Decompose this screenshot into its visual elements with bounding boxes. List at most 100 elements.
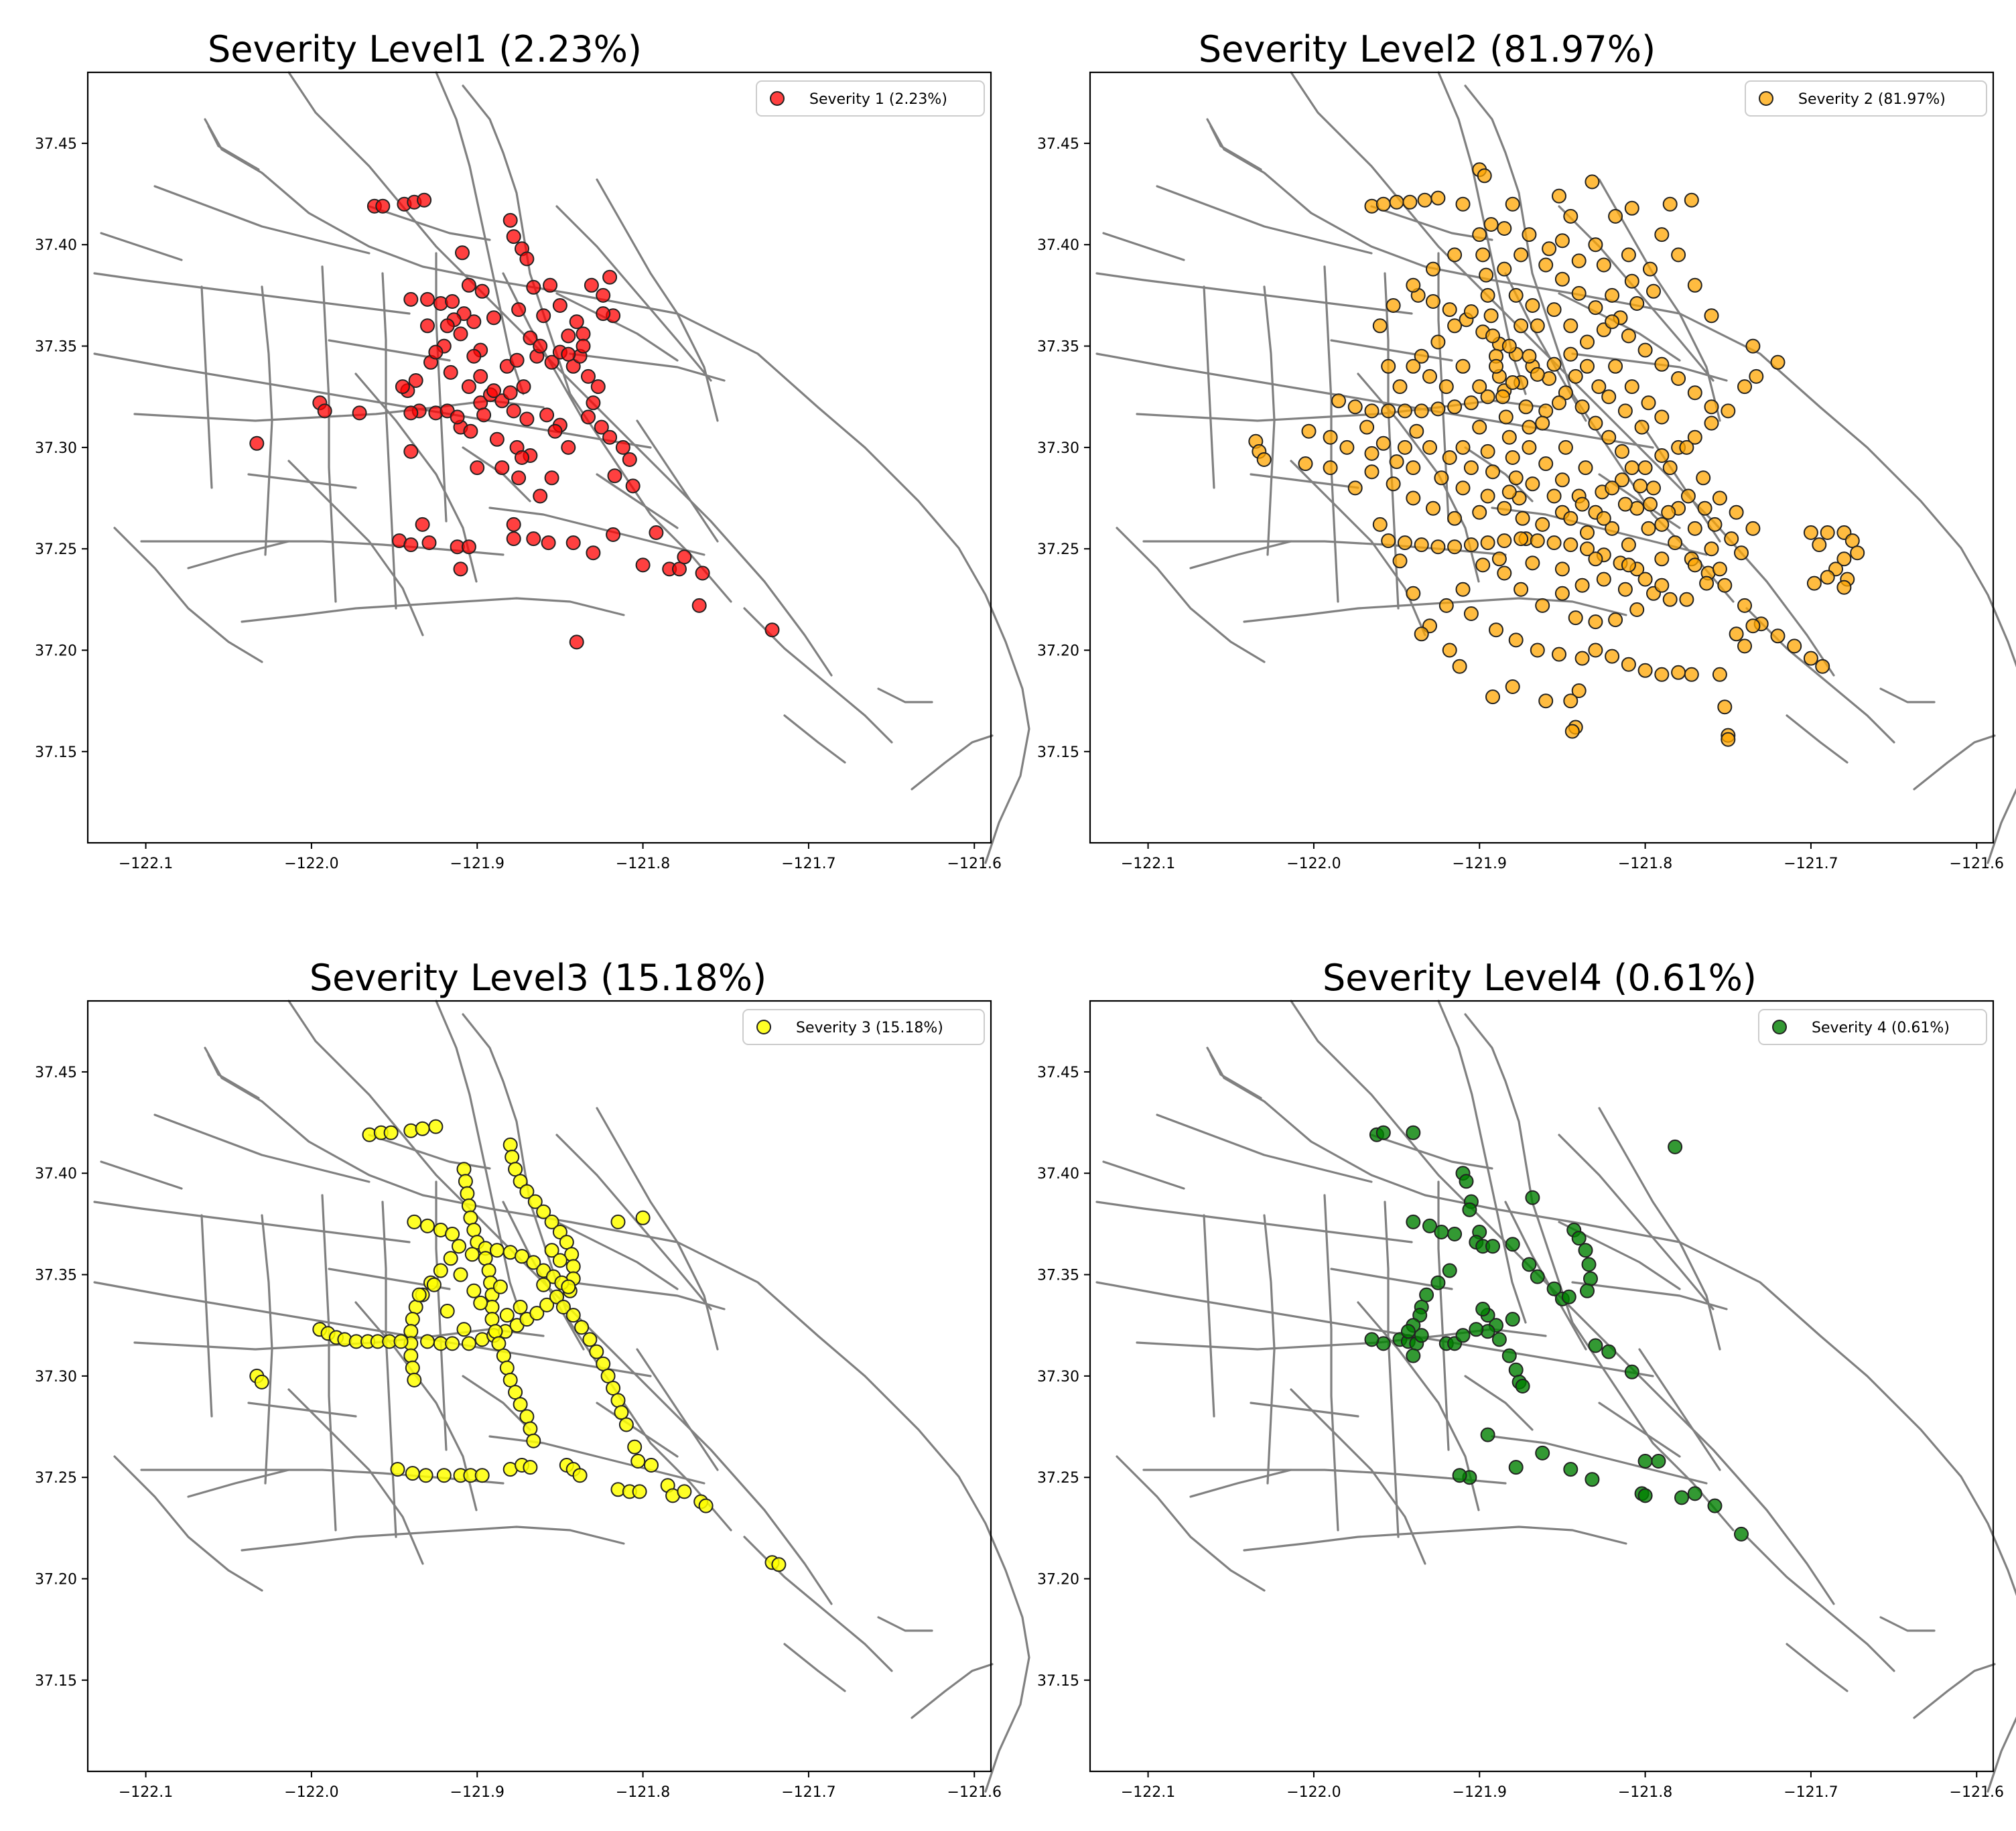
scatter-point	[1442, 302, 1457, 318]
scatter-point	[499, 1360, 515, 1375]
scatter-point	[1637, 1488, 1653, 1503]
scatter-point	[1552, 647, 1566, 662]
scatter-point	[607, 468, 622, 484]
scatter-point	[1514, 318, 1529, 334]
scatter-point	[1463, 304, 1479, 320]
scatter-point	[1406, 1214, 1421, 1229]
scatter-point	[1438, 598, 1454, 613]
scatter-point	[1563, 511, 1578, 526]
scatter-point	[466, 314, 482, 330]
scatter-point	[515, 450, 529, 465]
y-tick-label: 37.30	[35, 440, 77, 457]
scatter-point	[1501, 429, 1517, 445]
scatter-series	[249, 192, 780, 650]
scatter-point	[1406, 358, 1421, 374]
scatter-point	[1608, 358, 1623, 374]
scatter-point	[1381, 533, 1396, 549]
scatter-point	[523, 1421, 538, 1436]
scatter-point	[1684, 192, 1699, 208]
x-tick-label: −122.1	[1121, 1784, 1175, 1801]
scatter-point	[403, 537, 419, 553]
x-tick-label: −121.6	[1950, 856, 2004, 872]
x-tick-label: −121.9	[1453, 856, 1507, 872]
scatter-point	[1717, 699, 1733, 715]
scatter-point	[1505, 1237, 1520, 1252]
scatter-point	[317, 403, 332, 419]
scatter-point	[1480, 444, 1495, 459]
scatter-point	[1585, 1472, 1600, 1487]
scatter-point	[1588, 551, 1603, 567]
scatter-point	[1414, 626, 1429, 642]
scatter-point	[1542, 241, 1557, 257]
scatter-point	[1654, 551, 1670, 567]
x-tick-label: −122.1	[119, 856, 173, 872]
scatter-point	[1515, 1379, 1530, 1394]
x-tick-label: −121.8	[1618, 856, 1672, 872]
scatter-point	[461, 1336, 476, 1351]
scatter-point	[1564, 724, 1580, 739]
scatter-point	[1508, 287, 1524, 303]
scatter-point	[1412, 1308, 1428, 1323]
scatter-point	[1668, 1139, 1683, 1154]
scatter-point	[1430, 334, 1446, 350]
scatter-point	[1629, 602, 1645, 617]
scatter-point	[509, 352, 525, 368]
scatter-point	[450, 409, 465, 425]
scatter-point	[1475, 247, 1491, 263]
scatter-point	[461, 539, 476, 555]
scatter-point	[1505, 450, 1520, 465]
scatter-point	[1472, 419, 1487, 435]
legend-box	[756, 80, 985, 117]
scatter-point	[405, 1360, 420, 1375]
scatter-point	[1596, 511, 1611, 526]
scatter-point	[1497, 500, 1512, 516]
scatter-point	[1687, 277, 1702, 293]
scatter-point	[1455, 196, 1471, 212]
scatter-point	[405, 1312, 420, 1327]
y-axis-ticks: 37.15 37.20 37.25 37.30 37.35 37.40 37.45	[35, 136, 88, 761]
scatter-point	[649, 525, 664, 540]
scatter-point	[489, 431, 505, 447]
scatter-point	[1497, 533, 1512, 549]
scatter-point	[254, 1374, 269, 1389]
scatter-point	[1459, 1174, 1474, 1189]
scatter-point	[565, 535, 581, 551]
scatter-point	[1538, 456, 1554, 472]
scatter-point	[1737, 638, 1752, 654]
scatter-series	[249, 1119, 787, 1572]
scatter-point	[1447, 318, 1463, 334]
scatter-point	[408, 1300, 423, 1314]
scatter-point	[1406, 586, 1421, 601]
scatter-point	[590, 379, 606, 395]
scatter-point	[494, 460, 510, 476]
scatter-point	[470, 460, 485, 476]
x-axis-ticks: −122.1 −122.0 −121.9 −121.8 −121.7 −121.6	[1121, 1771, 2004, 1801]
scatter-point	[533, 338, 548, 354]
y-axis-ticks: 37.15 37.20 37.25 37.30 37.35 37.40 37.45	[35, 1065, 88, 1690]
scatter-point	[1485, 1239, 1500, 1254]
scatter-point	[352, 405, 367, 421]
scatter-point	[565, 1308, 581, 1323]
scatter-point	[1489, 622, 1503, 638]
scatter-point	[440, 1304, 455, 1318]
scatter-point	[1422, 439, 1437, 455]
scatter-point	[403, 444, 419, 459]
scatter-point	[1687, 429, 1702, 445]
x-tick-label: −122.1	[119, 1784, 173, 1801]
scatter-point	[1400, 1324, 1416, 1339]
scatter-point	[1815, 659, 1830, 674]
x-tick-label: −121.7	[1784, 1784, 1838, 1801]
scatter-point	[1571, 1231, 1587, 1246]
scatter-point	[1483, 217, 1499, 232]
x-tick-label: −121.7	[781, 1784, 835, 1801]
scatter-point	[460, 1186, 475, 1201]
scatter-point	[1469, 1322, 1484, 1337]
scatter-point	[1674, 1490, 1689, 1505]
scatter-point	[536, 1204, 551, 1219]
scatter-point	[552, 1225, 567, 1239]
scatter-point	[526, 1255, 541, 1270]
y-axis-ticks: 37.15 37.20 37.25 37.30 37.35 37.40 37.45	[1037, 1065, 1090, 1690]
y-tick-label: 37.15	[35, 1673, 77, 1690]
y-tick-label: 37.40	[35, 237, 77, 254]
scatter-point	[1621, 657, 1636, 672]
